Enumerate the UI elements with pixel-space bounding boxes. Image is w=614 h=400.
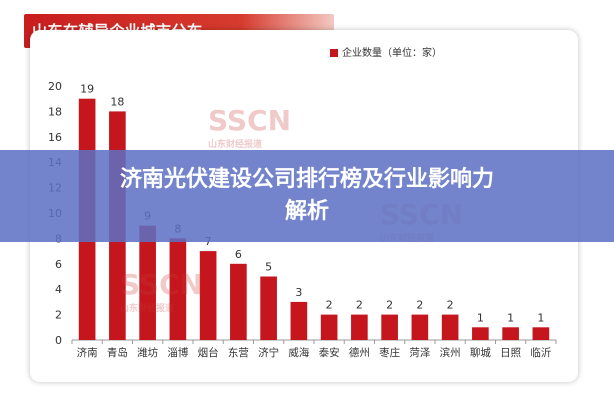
x-tick-label: 日照 [500, 347, 521, 359]
y-tick-label: 6 [55, 258, 62, 271]
bar [320, 314, 338, 340]
x-tick-label: 菏泽 [409, 347, 430, 359]
bar [290, 301, 308, 340]
data-label: 19 [80, 83, 94, 96]
headline-line-1: 济南光伏建设公司排行榜及行业影响力 [119, 167, 494, 192]
data-label: 1 [507, 311, 514, 324]
bar [199, 251, 217, 340]
x-tick-label: 烟台 [198, 346, 219, 359]
bar [532, 327, 550, 340]
x-tick-label: 淄博 [167, 346, 188, 359]
x-tick-label: 济宁 [258, 346, 279, 359]
legend-swatch [330, 49, 338, 57]
legend-label: 企业数量（单位：家） [342, 48, 442, 59]
data-label: 1 [477, 311, 484, 324]
x-tick-label: 临沂 [530, 346, 551, 359]
x-tick-label: 东营 [228, 346, 249, 359]
bar [260, 276, 277, 340]
bar [381, 314, 398, 340]
data-label: 2 [326, 299, 333, 312]
watermark-logo: SSCN [120, 268, 204, 301]
bar [502, 327, 519, 340]
y-tick-label: 0 [55, 334, 62, 347]
bar [139, 225, 156, 340]
data-label: 2 [447, 299, 454, 312]
x-tick-label: 泰安 [319, 346, 340, 359]
y-tick-label: 4 [55, 283, 62, 296]
bar [230, 263, 247, 340]
data-label: 2 [356, 299, 363, 312]
headline-banner: 济南光伏建设公司排行榜及行业影响力 解析 [0, 150, 614, 242]
y-tick-label: 20 [48, 80, 62, 93]
watermark: SSCN 山东财经报道 [208, 104, 291, 150]
bar [351, 314, 368, 340]
x-tick-label: 德州 [349, 346, 370, 359]
bar [472, 327, 489, 340]
x-tick-label: 青岛 [107, 346, 128, 359]
watermark-logo: SSCN [208, 104, 292, 137]
chart-legend: 企业数量（单位：家） [330, 44, 442, 59]
x-tick-label: 滨州 [440, 346, 461, 359]
data-label: 18 [110, 95, 124, 108]
headline-line-2: 解析 [284, 199, 329, 224]
bar [441, 314, 459, 340]
data-label: 1 [537, 311, 544, 324]
x-tick-label: 聊城 [470, 346, 491, 359]
x-tick-label: 济南 [77, 346, 98, 359]
y-tick-label: 16 [48, 131, 62, 144]
headline: 济南光伏建设公司排行榜及行业影响力 解析 [0, 164, 614, 228]
y-tick-label: 2 [55, 309, 62, 322]
x-tick-label: 威海 [288, 346, 309, 359]
watermark-subtext: 山东财经报道 [120, 304, 175, 314]
data-label: 5 [265, 261, 272, 274]
y-tick-label: 18 [48, 105, 62, 118]
data-label: 2 [416, 299, 423, 312]
watermark: SSCN 山东财经报道 [120, 268, 203, 314]
x-tick-label: 潍坊 [137, 346, 158, 359]
watermark-subtext: 山东财经报道 [208, 140, 263, 150]
x-tick-label: 枣庄 [379, 346, 400, 359]
data-label: 3 [295, 286, 302, 299]
data-label: 2 [386, 299, 393, 312]
bar [169, 238, 187, 340]
bar [411, 314, 429, 340]
data-label: 6 [235, 248, 242, 261]
